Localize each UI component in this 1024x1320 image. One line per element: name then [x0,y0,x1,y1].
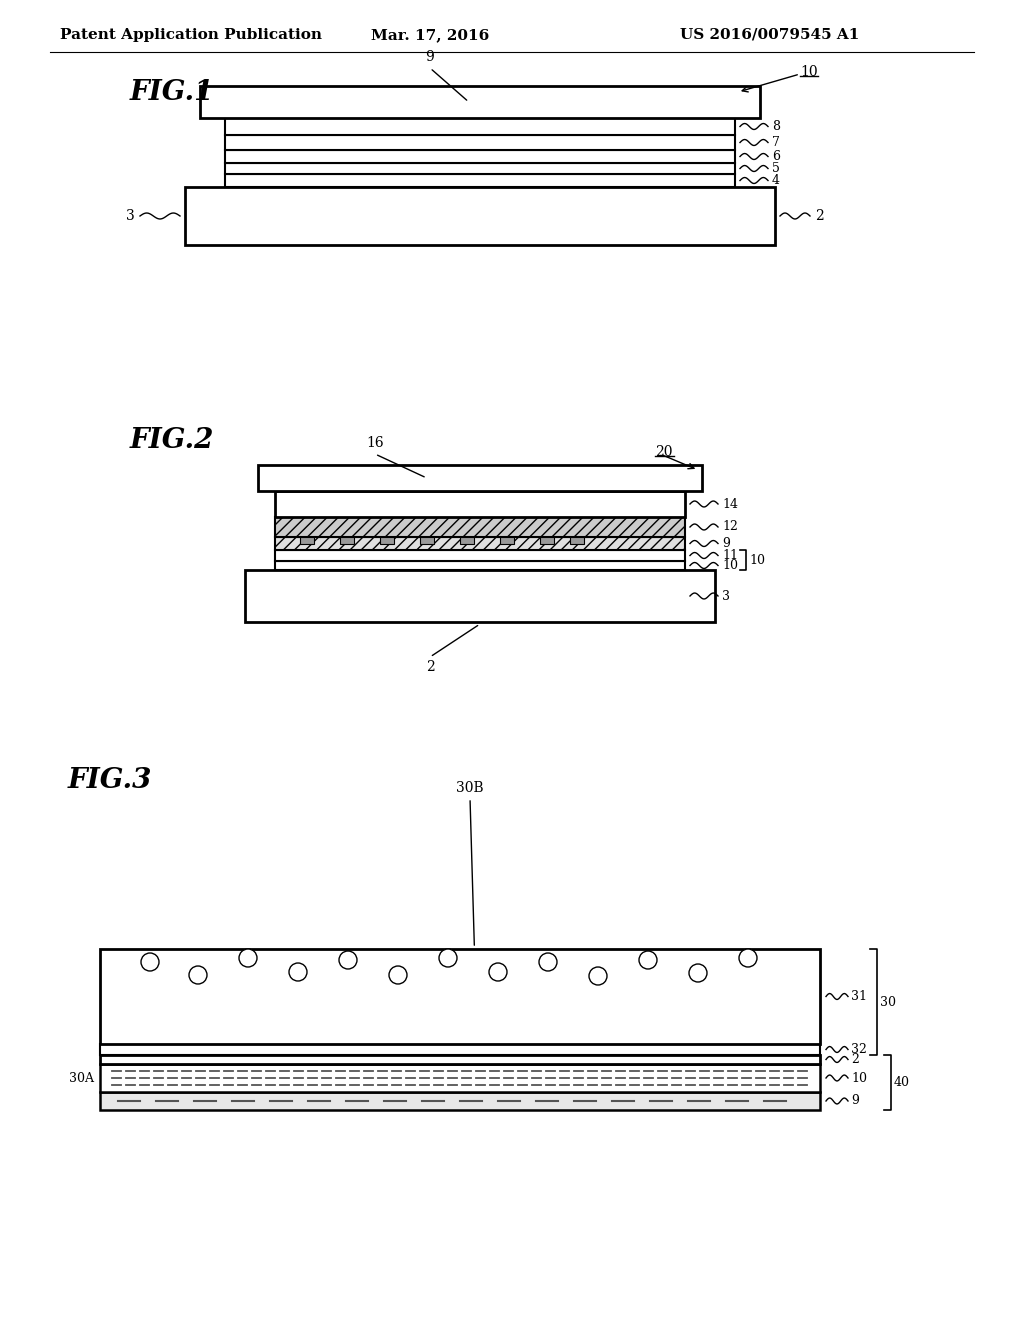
Text: 31: 31 [851,990,867,1003]
Text: 10: 10 [722,558,738,572]
Circle shape [141,953,159,972]
Bar [340,537,354,544]
Text: 4: 4 [772,174,780,187]
Text: 10: 10 [851,1072,867,1085]
Circle shape [389,966,407,983]
Circle shape [539,953,557,972]
Text: 2: 2 [815,209,823,223]
Text: 6: 6 [772,150,780,162]
Bar [420,537,434,544]
Bar [225,174,735,187]
Text: FIG.1: FIG.1 [130,78,214,106]
Text: 32: 32 [851,1043,867,1056]
Bar [245,570,715,622]
Bar [100,949,820,1044]
Text: 11: 11 [722,549,738,562]
Bar [225,162,735,174]
Text: 10: 10 [749,553,765,566]
Text: 30B: 30B [456,781,483,795]
Text: 5: 5 [772,162,780,176]
Bar [540,537,554,544]
Text: 30A: 30A [69,1072,94,1085]
Text: 16: 16 [367,436,384,450]
Text: 7: 7 [772,136,780,149]
Bar [100,1092,820,1110]
Circle shape [439,949,457,968]
Circle shape [689,964,707,982]
Text: Patent Application Publication: Patent Application Publication [60,28,322,42]
Bar [275,517,685,537]
Text: 10: 10 [800,65,817,79]
Bar [275,491,685,517]
Text: 30: 30 [880,995,896,1008]
Circle shape [739,949,757,968]
Text: US 2016/0079545 A1: US 2016/0079545 A1 [680,28,859,42]
Bar [275,537,685,550]
Circle shape [339,950,357,969]
Bar [380,537,394,544]
Text: 8: 8 [772,120,780,133]
Circle shape [189,966,207,983]
Circle shape [489,964,507,981]
Text: Mar. 17, 2016: Mar. 17, 2016 [371,28,489,42]
Text: 12: 12 [722,520,738,533]
Bar [200,86,760,117]
Bar [100,1055,820,1064]
Bar [258,465,702,491]
Text: 9: 9 [722,537,730,550]
Bar [185,187,775,246]
Circle shape [289,964,307,981]
Circle shape [589,968,607,985]
Bar [460,537,474,544]
Bar [275,561,685,570]
Bar [225,150,735,162]
Text: FIG.2: FIG.2 [130,426,214,454]
Bar [225,135,735,150]
Text: 3: 3 [126,209,135,223]
Bar [100,1044,820,1055]
Text: 3: 3 [722,590,730,602]
Text: 2: 2 [426,660,434,675]
Bar [225,117,735,135]
Bar [100,1064,820,1092]
Text: 20: 20 [655,445,673,459]
Text: 40: 40 [894,1076,910,1089]
Circle shape [639,950,657,969]
Bar [570,537,584,544]
Bar [500,537,514,544]
Bar [300,537,314,544]
Text: 9: 9 [426,50,434,63]
Text: 14: 14 [722,498,738,511]
Text: FIG.3: FIG.3 [68,767,153,793]
Circle shape [239,949,257,968]
Text: 2: 2 [851,1053,859,1067]
Bar [275,550,685,561]
Text: 9: 9 [851,1094,859,1107]
